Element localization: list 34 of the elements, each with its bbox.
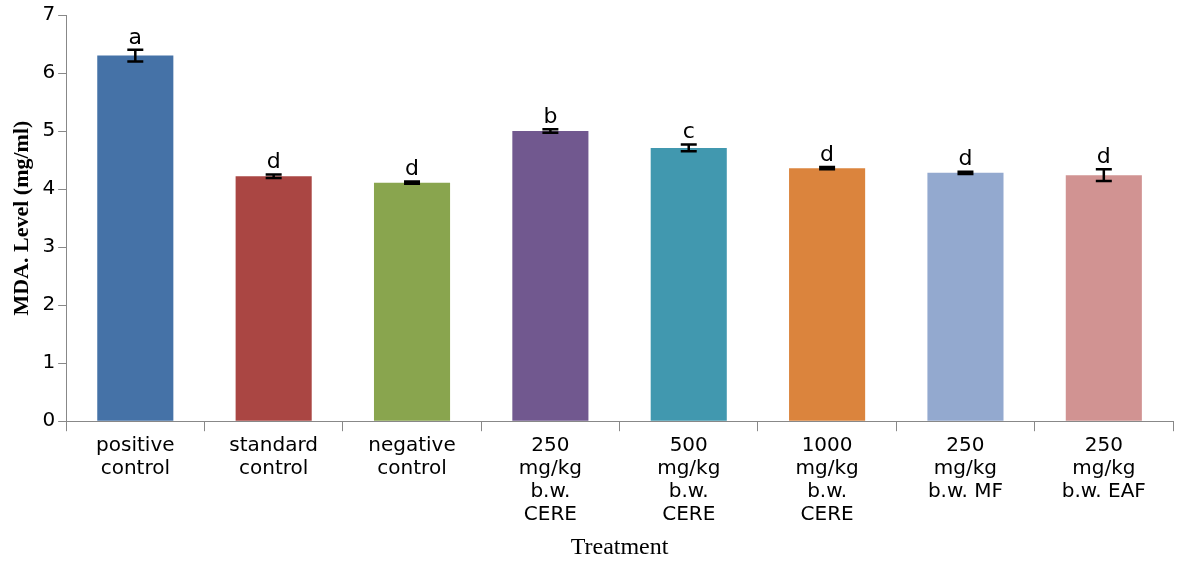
- annotation: d: [820, 140, 835, 166]
- bar: [1065, 175, 1142, 421]
- y-axis-title: MDA. Level (mg/ml): [7, 120, 33, 316]
- annotation: d: [1096, 143, 1111, 169]
- bar: [512, 131, 589, 421]
- x-tick-label: 1000 mg/kg b.w. CERE: [795, 431, 859, 525]
- x-tick-label: 250 mg/kg b.w. EAF: [1061, 431, 1146, 502]
- bar: [235, 176, 312, 421]
- y-tick-label: 3: [42, 233, 56, 258]
- annotation: b: [543, 103, 558, 129]
- x-tick-label: positive control: [96, 431, 175, 479]
- bar: [373, 182, 451, 421]
- y-tick-label: 2: [42, 291, 56, 316]
- y-tick-label: 5: [42, 117, 56, 142]
- bar: [789, 168, 866, 421]
- x-axis-title: Treatment: [570, 532, 669, 559]
- x-tick-label: 500 mg/kg b.w. CERE: [657, 431, 721, 525]
- y-tick-label: 7: [42, 1, 56, 26]
- bar: [650, 147, 727, 421]
- bar: [927, 172, 1004, 421]
- bar: [97, 55, 174, 421]
- x-tick-label: 250 mg/kg b.w. CERE: [518, 431, 582, 525]
- x-tick-label: standard control: [229, 431, 319, 479]
- annotation: a: [128, 23, 143, 49]
- annotation: c: [682, 118, 695, 144]
- y-tick-label: 0: [42, 407, 56, 432]
- y-tick-label: 4: [42, 175, 56, 200]
- y-tick-label: 6: [42, 59, 56, 84]
- x-tick-label: 250 mg/kg b.w. MF: [927, 431, 1003, 502]
- annotation: d: [266, 148, 281, 174]
- x-tick-label: negative control: [368, 431, 456, 479]
- annotation: d: [958, 145, 973, 171]
- annotation: d: [405, 155, 420, 181]
- y-tick-label: 1: [42, 349, 56, 374]
